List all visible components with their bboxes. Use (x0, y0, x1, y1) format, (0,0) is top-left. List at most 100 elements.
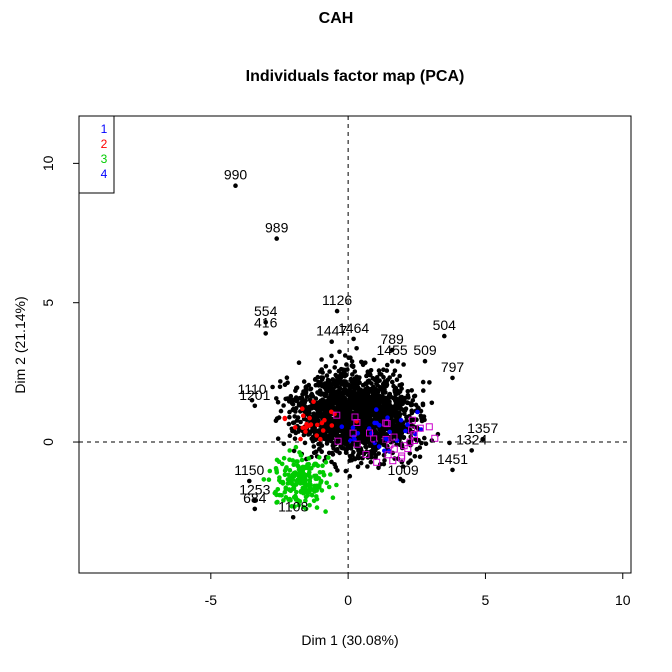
point-cluster-1 (287, 433, 293, 439)
point-cluster-1 (408, 458, 413, 463)
point-cluster-3 (320, 463, 325, 469)
point-label: 1009 (388, 462, 419, 478)
labeled-point (389, 358, 395, 364)
point-cluster-1 (337, 402, 343, 408)
x-tick-label: 0 (344, 592, 352, 608)
point-cluster-1 (370, 401, 375, 406)
point-cluster-1 (311, 444, 317, 449)
point-cluster-1 (370, 412, 376, 417)
point-cluster-1 (359, 359, 364, 365)
point-cluster-1 (349, 400, 355, 406)
point-cluster-4 (372, 420, 377, 426)
point-cluster-1 (312, 377, 318, 382)
point-cluster-1 (391, 372, 396, 377)
point-cluster-3 (313, 476, 319, 482)
point-cluster-1 (371, 357, 377, 363)
point-cluster-2 (318, 436, 323, 442)
point-cluster-1 (347, 473, 353, 479)
point-cluster-1 (349, 359, 355, 364)
point-cluster-3 (296, 502, 302, 508)
point-cluster-3 (326, 455, 331, 460)
point-cluster-1 (390, 434, 396, 439)
point-cluster-3 (283, 486, 289, 492)
point-cluster-1 (368, 372, 373, 378)
point-cluster-3 (281, 455, 287, 461)
point-cluster-1 (320, 375, 326, 381)
point-cluster-1 (319, 443, 325, 448)
point-cluster-1 (391, 427, 396, 432)
point-cluster-1 (429, 400, 435, 406)
point-cluster-3 (272, 490, 278, 496)
point-label: 1447 (316, 323, 347, 339)
point-cluster-1 (378, 398, 384, 404)
centroid-marker (366, 429, 373, 437)
point-cluster-1 (398, 430, 404, 436)
point-cluster-4 (415, 409, 420, 415)
point-cluster-1 (355, 453, 361, 459)
centroid-marker (334, 437, 342, 445)
point-cluster-1 (316, 381, 322, 387)
point-cluster-1 (420, 379, 426, 385)
point-cluster-1 (369, 453, 374, 458)
point-cluster-3 (307, 470, 312, 475)
point-cluster-1 (407, 451, 413, 456)
centroid-marker (425, 423, 433, 431)
point-cluster-1 (283, 396, 289, 402)
point-cluster-4 (405, 422, 410, 428)
point-cluster-1 (327, 378, 332, 384)
point-cluster-1 (345, 367, 350, 372)
point-cluster-1 (327, 369, 332, 374)
point-cluster-1 (361, 451, 367, 457)
point-cluster-1 (288, 393, 294, 399)
centroid-marker (408, 426, 416, 434)
labeled-point (334, 308, 340, 314)
point-cluster-3 (293, 444, 299, 450)
point-cluster-1 (405, 389, 411, 394)
point-cluster-1 (381, 395, 386, 400)
point-cluster-1 (302, 440, 308, 446)
point-cluster-1 (275, 436, 281, 442)
point-cluster-3 (334, 482, 339, 488)
point-cluster-1 (363, 431, 369, 436)
point-cluster-1 (385, 362, 390, 368)
point-cluster-3 (324, 480, 330, 486)
labeled-point (351, 336, 356, 342)
point-cluster-1 (413, 402, 419, 408)
point-label: 1126 (322, 292, 352, 308)
point-cluster-1 (307, 404, 312, 410)
point-cluster-1 (356, 377, 361, 382)
point-cluster-1 (305, 408, 311, 413)
centroid-marker (333, 411, 341, 419)
plot-area-border (78, 115, 632, 574)
point-cluster-3 (321, 472, 327, 478)
point-cluster-3 (314, 494, 319, 499)
point-cluster-1 (345, 400, 350, 405)
point-cluster-1 (401, 398, 407, 404)
point-cluster-1 (394, 423, 399, 429)
point-cluster-1 (353, 402, 359, 408)
point-cluster-4 (374, 407, 379, 412)
point-label: 684 (243, 490, 267, 506)
point-cluster-1 (421, 388, 426, 393)
labeled-point (247, 478, 252, 484)
point-cluster-1 (307, 431, 313, 437)
centroid-marker (431, 434, 439, 442)
point-cluster-1 (320, 397, 325, 403)
point-cluster-1 (341, 396, 347, 402)
point-cluster-1 (293, 406, 299, 411)
point-cluster-1 (338, 386, 343, 392)
point-cluster-2 (303, 429, 308, 434)
point-cluster-4 (376, 444, 382, 449)
point-label: 797 (441, 359, 465, 375)
point-cluster-1 (409, 388, 415, 393)
point-cluster-1 (342, 388, 348, 394)
labeled-point (469, 448, 475, 453)
point-cluster-1 (281, 403, 286, 408)
point-cluster-4 (377, 423, 382, 428)
point-cluster-1 (392, 397, 398, 403)
point-cluster-3 (305, 492, 311, 498)
point-cluster-3 (281, 498, 286, 503)
point-cluster-1 (357, 427, 363, 433)
point-label: 990 (224, 167, 248, 183)
point-cluster-3 (275, 487, 281, 492)
